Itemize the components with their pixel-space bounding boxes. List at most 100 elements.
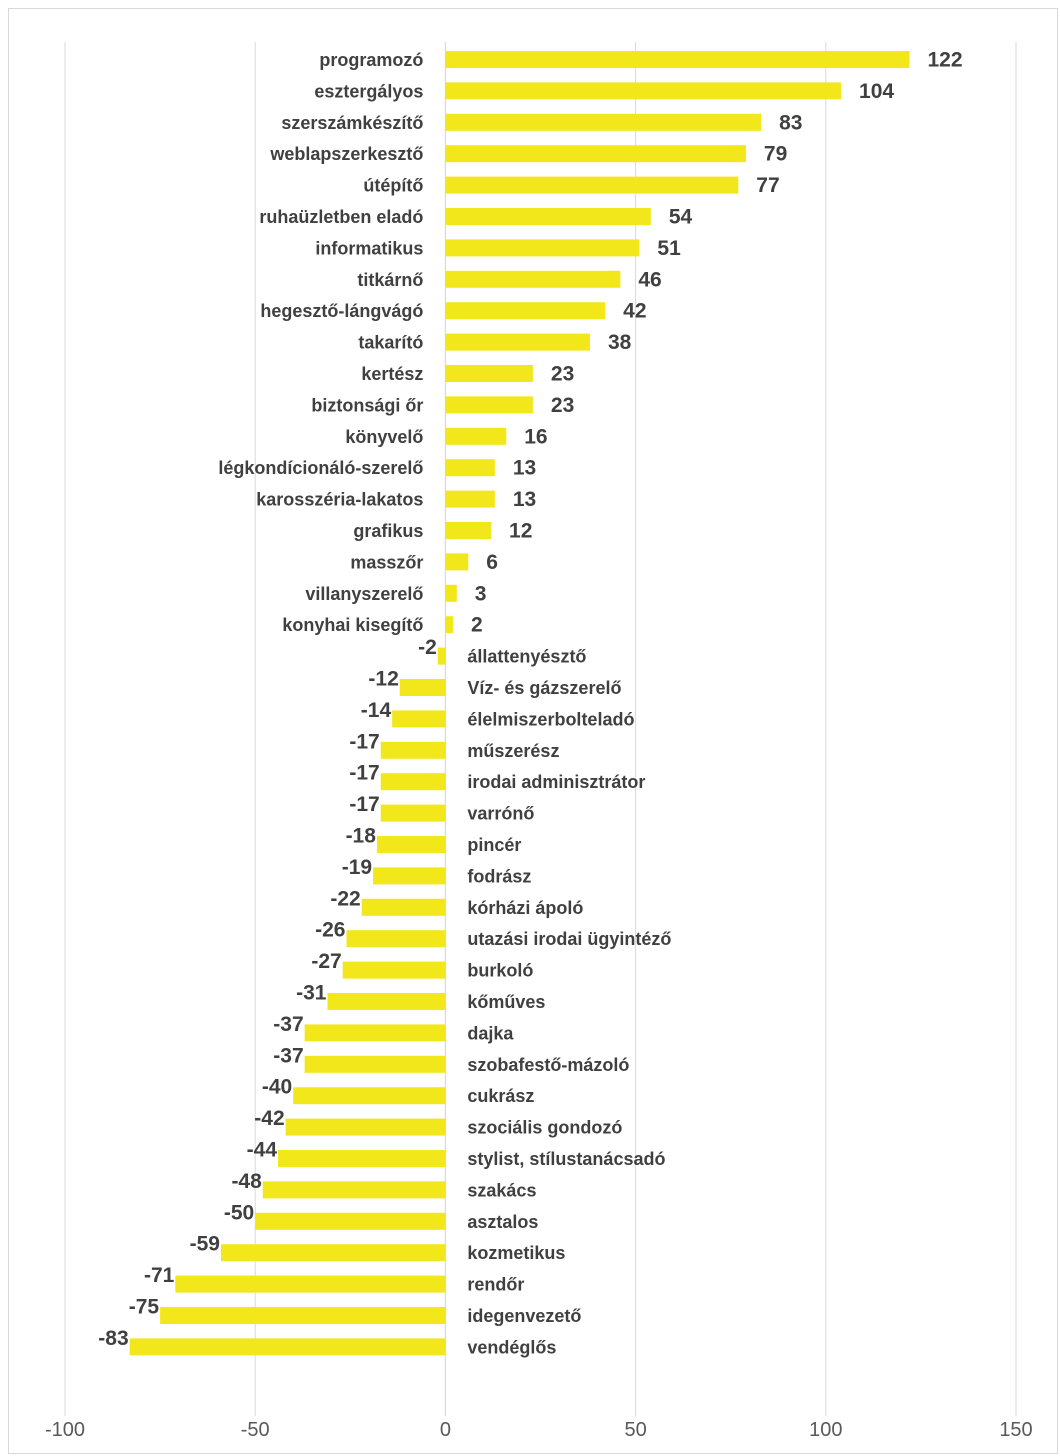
bar: [342, 961, 446, 979]
bar: [380, 773, 446, 791]
bar: [445, 333, 590, 351]
bar: [445, 427, 507, 445]
bar: [373, 867, 446, 885]
value-label: 3: [475, 582, 487, 605]
value-label: -75: [129, 1296, 160, 1319]
value-label: -50: [224, 1201, 254, 1224]
value-label: 42: [623, 300, 646, 323]
value-label: 13: [513, 488, 536, 511]
category-label: rendőr: [467, 1275, 524, 1295]
bar: [262, 1181, 446, 1199]
category-label: dajka: [467, 1023, 514, 1043]
bar: [445, 584, 457, 602]
category-label: vendéglős: [467, 1337, 556, 1357]
bar: [346, 930, 446, 948]
category-label: útépítő: [363, 176, 423, 196]
category-label: szobafestő-mázoló: [467, 1055, 629, 1075]
value-label: -42: [254, 1107, 284, 1130]
category-label: ruhaüzletben eladó: [259, 207, 423, 227]
value-label: 79: [764, 143, 787, 166]
category-label: állattenyésztő: [467, 647, 586, 667]
bar: [445, 490, 495, 508]
value-label: -59: [190, 1233, 220, 1256]
category-label: kozmetikus: [467, 1243, 565, 1263]
value-label: -18: [346, 825, 377, 848]
bar: [445, 208, 651, 225]
category-label: könyvelő: [345, 427, 423, 447]
category-label: grafikus: [353, 521, 423, 541]
bar: [445, 396, 533, 414]
bar: [304, 1024, 446, 1042]
bar: [304, 1055, 446, 1073]
x-tick-label: 150: [999, 1419, 1032, 1441]
value-label: -40: [262, 1076, 292, 1099]
category-label: konyhai kisegítő: [282, 615, 423, 635]
x-tick-label: 0: [440, 1419, 451, 1441]
bar: [445, 176, 739, 194]
bar: [399, 679, 446, 696]
category-label: masszőr: [350, 552, 423, 572]
bar: [380, 741, 446, 759]
bar: [376, 836, 446, 853]
bar: [160, 1307, 446, 1324]
category-label: weblapszerkesztő: [269, 144, 423, 164]
category-label: szociális gondozó: [467, 1118, 622, 1138]
bar: [278, 1150, 446, 1167]
category-label: szerszámkészítő: [281, 113, 423, 133]
bar: [445, 302, 606, 320]
value-label: 16: [524, 425, 547, 448]
bar: [445, 459, 495, 477]
bar: [445, 239, 640, 257]
bar: [361, 898, 446, 916]
value-label: -37: [273, 1013, 303, 1036]
category-label: karosszéria-lakatos: [256, 490, 423, 510]
category-label: titkárnő: [357, 270, 423, 290]
bar: [445, 270, 621, 288]
x-tick-label: 50: [624, 1419, 646, 1441]
value-label: 46: [638, 268, 661, 291]
category-label: élelmiszerbolteladó: [467, 709, 634, 729]
value-label: -48: [231, 1170, 262, 1193]
category-label: varrónő: [467, 804, 534, 824]
bar: [445, 365, 533, 382]
bar: [445, 145, 746, 163]
value-label: -22: [330, 887, 360, 910]
category-label: kertész: [361, 364, 423, 384]
bar: [445, 616, 454, 634]
value-label: -83: [98, 1327, 128, 1350]
bar: [220, 1244, 446, 1262]
category-label: szakács: [467, 1180, 536, 1200]
value-label: 23: [551, 394, 574, 417]
value-label: 51: [657, 237, 681, 260]
category-label: irodai adminisztrátor: [467, 772, 645, 792]
bar: [293, 1087, 446, 1105]
bar: [445, 553, 469, 571]
category-label: asztalos: [467, 1212, 538, 1232]
bar: [445, 82, 842, 100]
category-label: Víz- és gázszerelő: [467, 678, 621, 698]
bar: [255, 1212, 446, 1230]
bar: [129, 1338, 446, 1356]
value-label: -2: [418, 636, 437, 659]
category-label: kórházi ápoló: [467, 898, 583, 918]
x-tick-label: -50: [241, 1419, 270, 1441]
value-label: -19: [342, 856, 372, 879]
category-label: programozó: [319, 50, 423, 70]
value-label: -31: [296, 982, 327, 1005]
value-label: 12: [509, 520, 532, 543]
bar: [285, 1118, 446, 1136]
value-label: -17: [349, 793, 379, 816]
bar: [445, 113, 762, 131]
category-label: informatikus: [315, 238, 423, 258]
value-label: 77: [756, 174, 779, 197]
category-label: hegesztő-lángvágó: [260, 301, 423, 321]
x-tick-label: 100: [809, 1419, 842, 1441]
bar: [175, 1275, 446, 1293]
value-label: 6: [486, 551, 498, 574]
category-label: légkondícionáló-szerelő: [218, 458, 423, 478]
category-label: idegenvezető: [467, 1306, 581, 1326]
value-label: 54: [669, 206, 693, 229]
bar: [392, 710, 446, 728]
